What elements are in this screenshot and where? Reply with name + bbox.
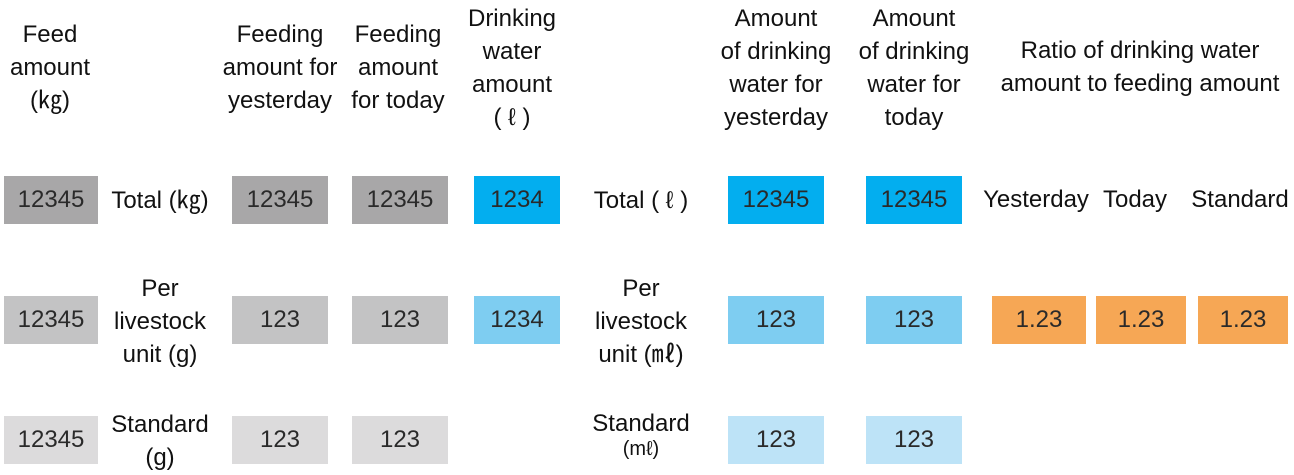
- header-water-yesterday: Amount of drinking water for yesterday: [720, 5, 832, 131]
- standard-water-label: Standard (mℓ): [586, 410, 696, 461]
- total-feeding-yesterday: 12345: [232, 176, 328, 224]
- per-unit-water-yesterday: 123: [728, 296, 824, 344]
- per-unit-water-label: Per livestock unit (㎖): [594, 275, 688, 368]
- standard-feed-label: Standard (g): [111, 411, 209, 471]
- header-drinking-water: Drinking water amount ( ℓ ): [467, 5, 557, 131]
- header-feeding-yesterday: Feeding amount for yesterday: [222, 21, 338, 114]
- standard-water-label-main: Standard: [592, 410, 690, 437]
- standard-water-today: 123: [866, 416, 962, 464]
- per-unit-feeding-today: 123: [352, 296, 448, 344]
- header-feeding-today: Feeding amount for today: [351, 21, 445, 114]
- ratio-today-label: Today: [1102, 186, 1168, 213]
- total-water-today: 12345: [866, 176, 962, 224]
- per-unit-water-today: 123: [866, 296, 962, 344]
- ratio-yesterday-label: Yesterday: [983, 186, 1089, 213]
- ratio-yesterday-value: 1.23: [992, 296, 1086, 344]
- ratio-standard-value: 1.23: [1198, 296, 1288, 344]
- total-feeding-today: 12345: [352, 176, 448, 224]
- total-water-label: Total ( ℓ ): [593, 187, 689, 214]
- standard-feeding-yesterday: 123: [232, 416, 328, 464]
- per-unit-feed-amount: 12345: [4, 296, 98, 344]
- standard-water-label-unit: (mℓ): [622, 438, 660, 460]
- standard-water-yesterday: 123: [728, 416, 824, 464]
- per-unit-feed-label: Per livestock unit (g): [113, 275, 207, 368]
- total-feed-label: Total (㎏): [111, 187, 209, 214]
- total-feed-amount: 12345: [4, 176, 98, 224]
- per-unit-drinking-water: 1234: [474, 296, 560, 344]
- header-feed-amount: Feed amount (㎏): [9, 21, 91, 114]
- total-water-yesterday: 12345: [728, 176, 824, 224]
- standard-feeding-today: 123: [352, 416, 448, 464]
- ratio-today-value: 1.23: [1096, 296, 1186, 344]
- standard-feed-amount: 12345: [4, 416, 98, 464]
- header-ratio: Ratio of drinking water amount to feedin…: [1000, 37, 1280, 97]
- header-water-today: Amount of drinking water for today: [858, 5, 970, 131]
- total-drinking-water: 1234: [474, 176, 560, 224]
- per-unit-feeding-yesterday: 123: [232, 296, 328, 344]
- ratio-standard-label: Standard: [1191, 186, 1289, 213]
